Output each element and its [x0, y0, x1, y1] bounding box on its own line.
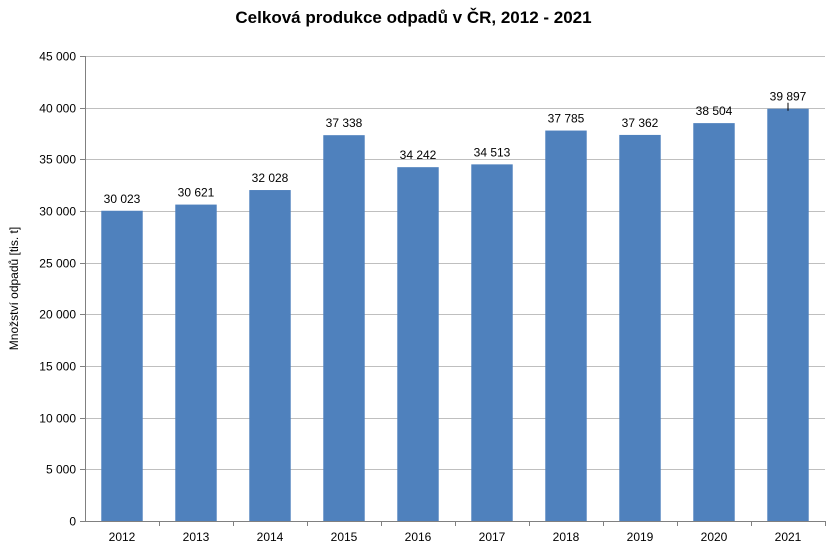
y-tick-label: 35 000	[39, 153, 76, 167]
y-axis-title: Množství odpadů [tis. t]	[7, 227, 21, 350]
data-label: 37 785	[548, 112, 585, 126]
y-tick-label: 5 000	[46, 463, 76, 477]
bar	[101, 210, 143, 521]
x-tick-label: 2014	[257, 530, 284, 544]
x-tick-label: 2017	[479, 530, 506, 544]
y-tick-label: 15 000	[39, 360, 76, 374]
bar	[545, 130, 587, 521]
x-tick-label: 2012	[109, 530, 136, 544]
y-tick-label: 25 000	[39, 257, 76, 271]
bar	[767, 108, 809, 521]
x-tick-label: 2013	[183, 530, 210, 544]
data-label: 32 028	[252, 171, 289, 185]
y-tick-label: 0	[69, 515, 76, 529]
y-tick-label: 20 000	[39, 308, 76, 322]
y-tick-label: 45 000	[39, 50, 76, 64]
x-tick-label: 2021	[775, 530, 802, 544]
data-label: 37 338	[326, 116, 363, 130]
data-label: 34 513	[474, 145, 511, 159]
bar	[175, 204, 217, 521]
data-label: 39 897	[770, 90, 807, 104]
x-tick-label: 2018	[553, 530, 580, 544]
bar	[249, 190, 291, 521]
bar	[397, 167, 439, 521]
x-tick-label: 2016	[405, 530, 432, 544]
y-tick-label: 10 000	[39, 412, 76, 426]
bar	[619, 134, 661, 521]
y-tick-label: 40 000	[39, 102, 76, 116]
data-label: 30 023	[104, 192, 141, 206]
data-label: 34 242	[400, 148, 437, 162]
data-label: 37 362	[622, 116, 659, 130]
x-tick-label: 2015	[331, 530, 358, 544]
x-tick-label: 2019	[627, 530, 654, 544]
bar	[323, 135, 365, 521]
y-tick-label: 30 000	[39, 205, 76, 219]
bar	[693, 123, 735, 521]
chart-title: Celková produkce odpadů v ČR, 2012 - 202…	[235, 8, 592, 27]
x-tick-label: 2020	[701, 530, 728, 544]
bar	[471, 164, 513, 521]
data-label: 38 504	[696, 104, 733, 118]
data-label: 30 621	[178, 186, 215, 200]
